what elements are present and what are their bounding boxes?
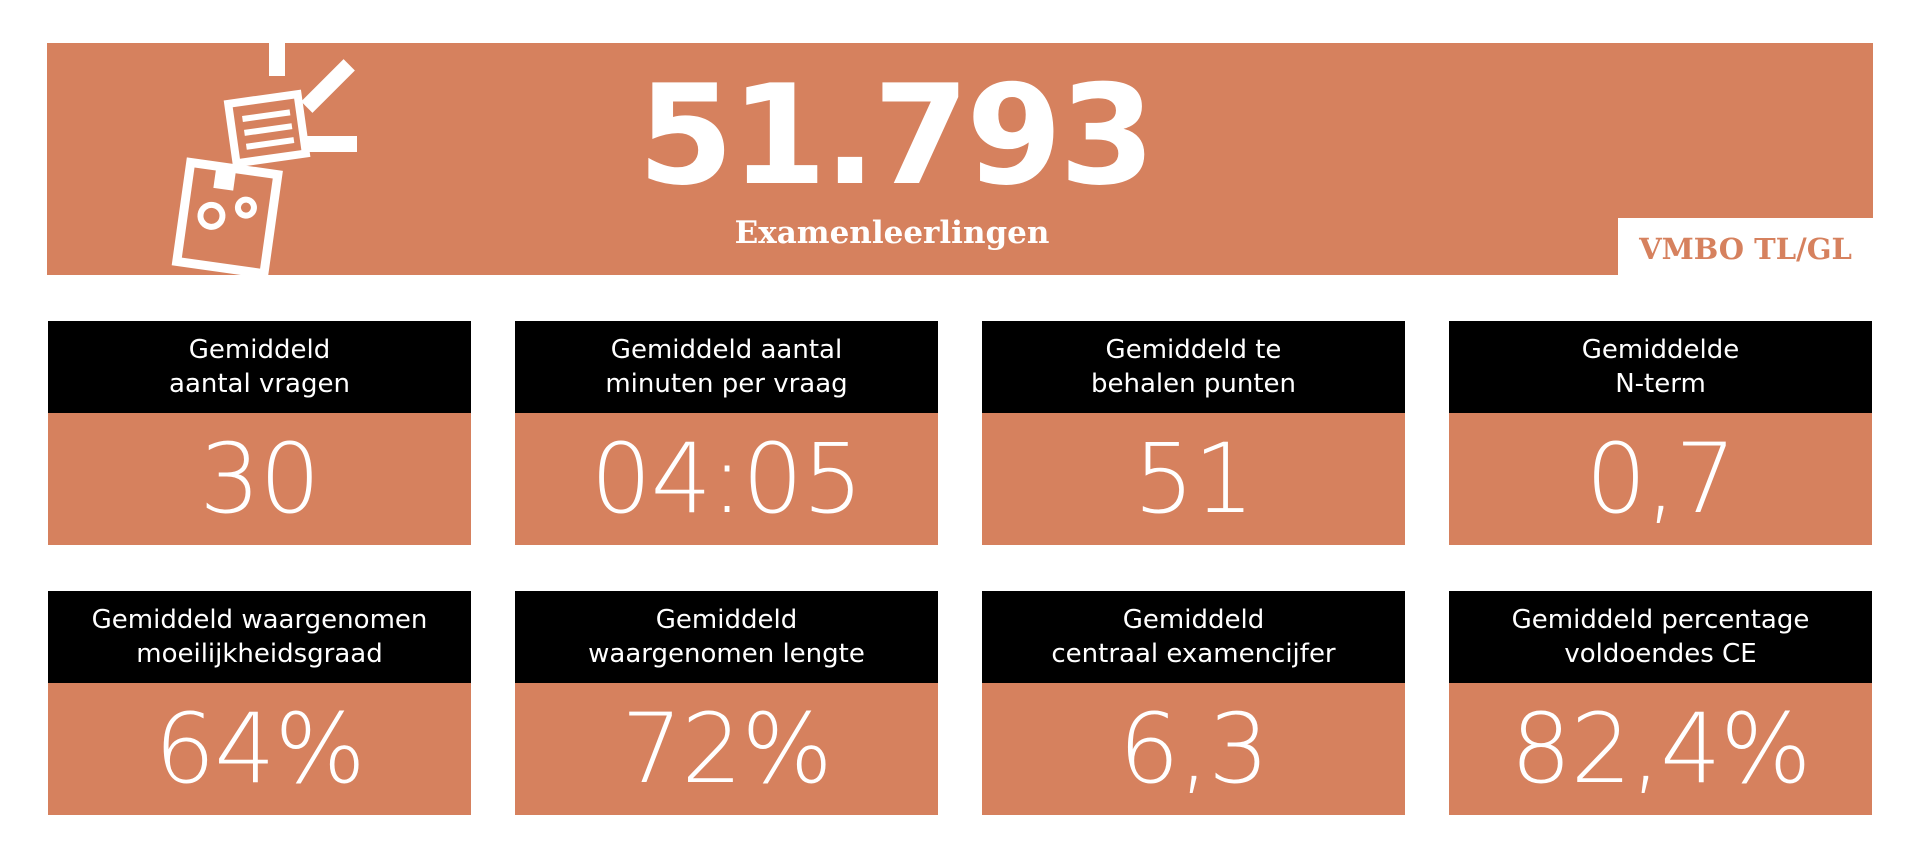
- stat-card-minutes: Gemiddeld aantal minuten per vraag 04:05: [515, 321, 938, 545]
- stat-card-title: Gemiddeld te behalen punten: [982, 321, 1405, 413]
- stat-card-questions: Gemiddeld aantal vragen 30: [48, 321, 471, 545]
- stat-card-pass-rate: Gemiddeld percentage voldoendes CE 82,4%: [1449, 591, 1872, 815]
- stat-card-title: Gemiddeld aantal minuten per vraag: [515, 321, 938, 413]
- exam-student-label: Examenleerlingen: [734, 215, 1050, 251]
- summary-banner: 51.793 Examenleerlingen VMBO TL/GL: [47, 38, 1873, 279]
- stat-card-value: 0,7: [1449, 413, 1872, 545]
- stat-card-value: 72%: [515, 683, 938, 815]
- stat-card-value: 82,4%: [1449, 683, 1872, 815]
- stat-card-difficulty: Gemiddeld waargenomen moeilijkheidsgraad…: [48, 591, 471, 815]
- stat-card-value: 64%: [48, 683, 471, 815]
- stat-card-value: 6,3: [982, 683, 1405, 815]
- stat-card-length: Gemiddeld waargenomen lengte 72%: [515, 591, 938, 815]
- exam-paper-icon: [171, 38, 357, 279]
- stat-card-title: Gemiddeld centraal examencijfer: [982, 591, 1405, 683]
- exam-student-count: 51.793: [637, 55, 1156, 216]
- stat-card-grade: Gemiddeld centraal examencijfer 6,3: [982, 591, 1405, 815]
- stat-card-points: Gemiddeld te behalen punten 51: [982, 321, 1405, 545]
- stat-card-value: 51: [982, 413, 1405, 545]
- level-badge: VMBO TL/GL: [1618, 218, 1873, 275]
- stat-card-title: Gemiddeld aantal vragen: [48, 321, 471, 413]
- stat-card-value: 30: [48, 413, 471, 545]
- stat-card-title: Gemiddeld waargenomen lengte: [515, 591, 938, 683]
- stat-card-title: Gemiddelde N-term: [1449, 321, 1872, 413]
- stat-card-title: Gemiddeld waargenomen moeilijkheidsgraad: [48, 591, 471, 683]
- stat-card-value: 04:05: [515, 413, 938, 545]
- stat-card-n-term: Gemiddelde N-term 0,7: [1449, 321, 1872, 545]
- stat-card-title: Gemiddeld percentage voldoendes CE: [1449, 591, 1872, 683]
